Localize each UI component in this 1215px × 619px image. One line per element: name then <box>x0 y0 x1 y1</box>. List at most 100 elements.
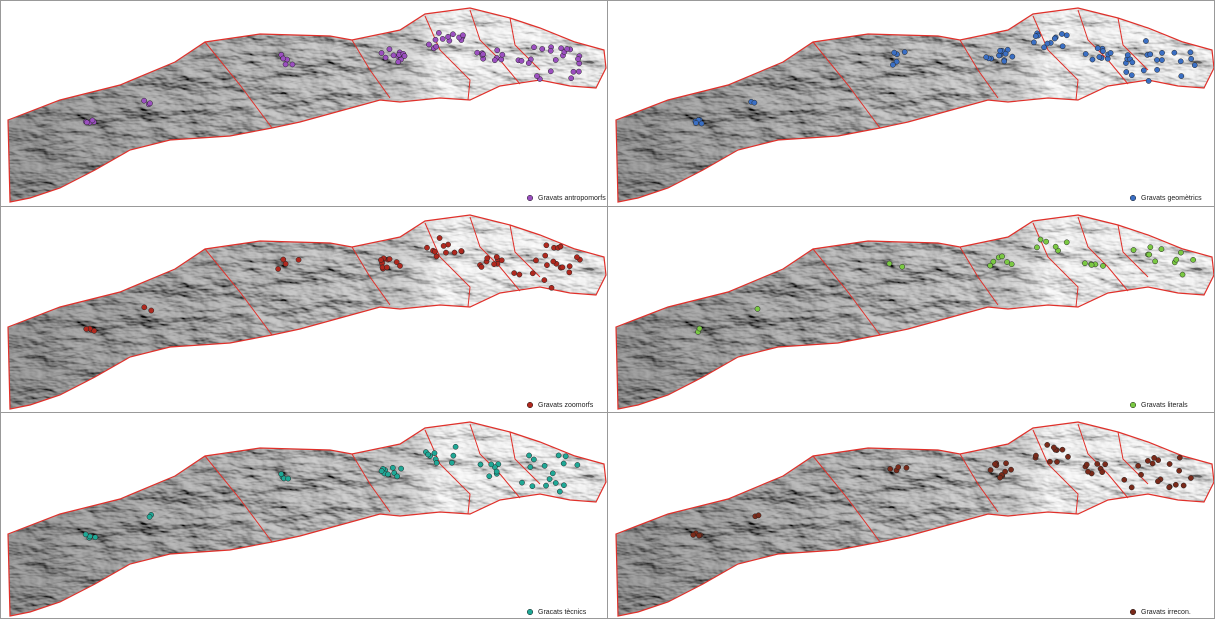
find-point <box>556 488 563 495</box>
find-point <box>696 532 702 539</box>
shade <box>616 8 1214 202</box>
find-point <box>282 261 289 267</box>
find-point <box>558 45 564 52</box>
find-point <box>1159 57 1165 63</box>
find-point <box>541 277 548 283</box>
find-point <box>1107 50 1114 56</box>
shade <box>8 8 606 202</box>
find-point <box>564 46 570 52</box>
find-point <box>533 257 539 264</box>
find-point <box>386 256 393 262</box>
find-point <box>452 443 459 450</box>
find-point <box>531 456 537 463</box>
find-point <box>1059 31 1065 37</box>
find-point <box>1130 247 1137 253</box>
find-point <box>983 54 990 61</box>
find-point <box>397 263 403 269</box>
find-point <box>519 479 525 486</box>
find-point <box>280 55 287 62</box>
sector-line <box>351 39 391 99</box>
find-point <box>393 259 400 265</box>
find-point <box>1099 469 1106 475</box>
find-point <box>1128 484 1135 491</box>
terrain <box>8 215 606 409</box>
find-point <box>450 31 456 38</box>
find-point <box>1100 263 1106 269</box>
find-point <box>1121 476 1128 483</box>
map-panel: Gravats zoomorfs <box>7 214 607 410</box>
find-point <box>82 531 89 538</box>
find-point <box>1094 45 1101 52</box>
find-point <box>432 36 439 43</box>
sector-line <box>469 216 521 292</box>
find-point <box>555 452 562 459</box>
find-point <box>275 266 281 272</box>
find-point <box>1145 458 1151 464</box>
find-point <box>460 32 466 39</box>
find-point <box>1173 256 1180 263</box>
find-point <box>525 60 532 66</box>
find-point <box>1166 484 1173 491</box>
find-point <box>987 467 994 473</box>
find-point <box>1004 259 1010 265</box>
terrain <box>8 422 606 616</box>
find-point <box>576 68 582 75</box>
find-point <box>295 256 302 263</box>
find-point <box>1145 78 1152 84</box>
sector-line <box>1077 216 1129 292</box>
find-point <box>886 260 893 267</box>
legend-swatch <box>1129 194 1137 202</box>
sector-line <box>812 41 881 129</box>
find-point <box>901 49 908 55</box>
find-point <box>1177 58 1184 65</box>
find-point <box>518 58 525 64</box>
find-point <box>433 460 440 466</box>
find-point <box>755 512 762 519</box>
find-point <box>557 243 564 250</box>
find-point <box>384 264 390 271</box>
find-point <box>1100 48 1106 54</box>
find-point <box>484 255 491 262</box>
find-point <box>390 52 397 59</box>
find-point <box>493 254 500 260</box>
legend-swatch <box>526 194 534 202</box>
sector-line <box>812 248 881 336</box>
find-point <box>570 68 577 75</box>
find-point <box>1083 461 1090 468</box>
find-point <box>1002 50 1009 57</box>
sector-line <box>1032 429 1079 515</box>
boundary <box>7 421 607 617</box>
find-point <box>1050 444 1057 451</box>
find-point <box>550 258 557 265</box>
find-point <box>1172 481 1179 488</box>
find-point <box>1190 256 1196 263</box>
find-point <box>1191 62 1198 69</box>
find-point <box>1147 51 1154 58</box>
find-point <box>690 532 697 538</box>
find-point <box>992 461 998 467</box>
find-point <box>1001 58 1008 65</box>
find-point <box>1124 52 1131 58</box>
find-point <box>436 235 443 241</box>
find-point <box>1146 251 1152 258</box>
find-point <box>1128 72 1135 79</box>
find-point <box>1149 460 1156 467</box>
find-point <box>493 468 500 475</box>
legend-label: Gravats geomètrics <box>1141 195 1202 202</box>
find-point <box>491 57 498 64</box>
find-point <box>289 61 296 68</box>
find-point <box>1002 468 1008 475</box>
sector-line <box>351 246 391 306</box>
find-point <box>386 46 393 53</box>
find-point <box>696 325 703 332</box>
find-point <box>436 30 442 36</box>
find-point <box>433 43 440 50</box>
boundary <box>615 214 1215 410</box>
map-panel: Gravats antropomorfs <box>7 7 607 203</box>
find-point <box>426 41 432 48</box>
sector-line <box>1117 224 1149 278</box>
legend-label: Gracats tècnics <box>538 609 587 616</box>
find-point <box>1063 239 1070 246</box>
find-point <box>494 47 501 54</box>
find-point <box>511 270 517 276</box>
